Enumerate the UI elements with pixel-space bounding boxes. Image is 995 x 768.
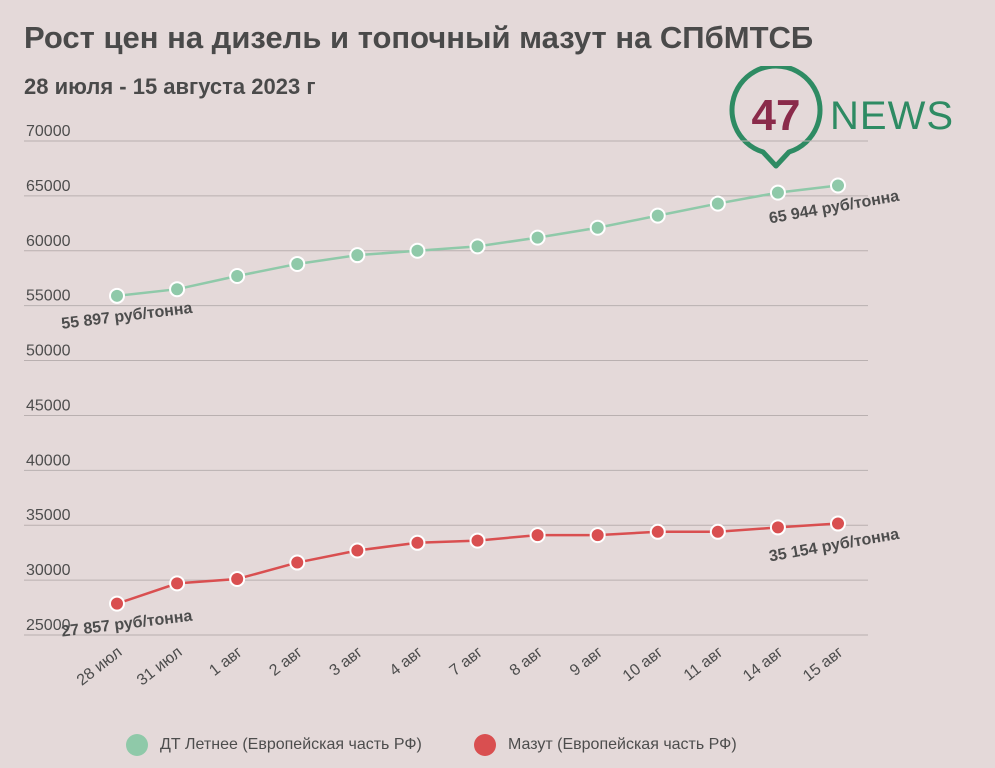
y-tick-label: 55000	[26, 288, 71, 305]
data-point	[469, 532, 486, 549]
news-logo: 47 NEWS	[729, 66, 954, 169]
data-point	[769, 184, 786, 201]
data-point	[169, 281, 186, 298]
x-tick-label: 10 авг	[620, 644, 666, 685]
data-point	[529, 527, 546, 544]
data-point	[349, 542, 366, 559]
data-point	[409, 534, 426, 551]
legend-item-fuel-oil[interactable]: Мазут (Европейская часть РФ)	[474, 734, 737, 756]
legend-item-diesel[interactable]: ДТ Летнее (Европейская часть РФ)	[126, 734, 422, 756]
x-tick-label: 31 июл	[134, 644, 186, 690]
legend-swatch-diesel	[126, 734, 148, 756]
x-tick-label: 2 авг	[266, 644, 305, 680]
x-tick-label: 11 авг	[681, 644, 726, 685]
data-point	[289, 554, 306, 571]
x-tick-label: 7 авг	[447, 644, 486, 680]
value-annotation: 35 154 руб/тонна	[768, 526, 901, 566]
logo-pin-icon	[729, 66, 823, 169]
data-point	[709, 195, 726, 212]
data-point	[109, 287, 125, 304]
data-point	[289, 255, 306, 272]
data-point	[229, 571, 246, 588]
legend-label-fuel-oil: Мазут (Европейская часть РФ)	[508, 736, 737, 753]
data-point	[529, 229, 546, 246]
value-annotation: 27 857 руб/тонна	[60, 608, 193, 641]
x-tick-label: 14 авг	[740, 644, 786, 685]
y-tick-label: 50000	[26, 343, 71, 360]
data-point	[169, 575, 186, 592]
data-point	[589, 219, 606, 236]
data-point	[830, 177, 846, 194]
x-tick-label: 28 июл	[74, 644, 126, 690]
line-chart: 25000 30000 35000 40000 45000 50000 55000 60000…	[24, 123, 901, 690]
x-tick-label: 4 авг	[387, 644, 426, 680]
y-tick-label: 70000	[26, 123, 71, 140]
x-tick-label: 9 авг	[567, 644, 606, 680]
x-tick-label: 1 авг	[206, 644, 245, 680]
y-tick-label: 60000	[26, 233, 71, 250]
legend: ДТ Летнее (Европейская часть РФ) Мазут (…	[0, 734, 995, 760]
data-point	[229, 268, 246, 285]
data-point	[409, 242, 426, 259]
data-point	[649, 207, 666, 224]
logo-number: 47	[752, 91, 801, 140]
chart-subtitle: 28 июля - 15 августа 2023 г	[24, 74, 316, 99]
data-point	[109, 595, 125, 612]
y-tick-label: 65000	[26, 178, 71, 195]
data-point	[649, 523, 666, 540]
legend-label-diesel: ДТ Летнее (Европейская часть РФ)	[160, 736, 422, 753]
chart-title: Рост цен на дизель и топочный мазут на С…	[24, 20, 814, 55]
value-annotation: 55 897 руб/тонна	[60, 300, 193, 333]
x-tick-label: 15 авг	[800, 644, 846, 685]
logo-word: NEWS	[830, 94, 954, 138]
y-tick-label: 35000	[26, 507, 71, 524]
value-annotation: 65 944 руб/тонна	[768, 188, 901, 228]
y-tick-label: 45000	[26, 397, 71, 414]
data-point	[709, 523, 726, 540]
y-tick-label: 40000	[26, 452, 71, 469]
x-tick-label: 8 авг	[507, 644, 546, 680]
data-point	[469, 238, 486, 255]
data-point	[589, 527, 606, 544]
data-point	[769, 519, 786, 536]
legend-swatch-fuel-oil	[474, 734, 496, 756]
data-point	[830, 515, 846, 532]
y-tick-label: 25000	[26, 617, 71, 634]
y-tick-label: 30000	[26, 562, 71, 579]
data-point	[349, 247, 366, 264]
x-tick-label: 3 авг	[327, 644, 366, 680]
